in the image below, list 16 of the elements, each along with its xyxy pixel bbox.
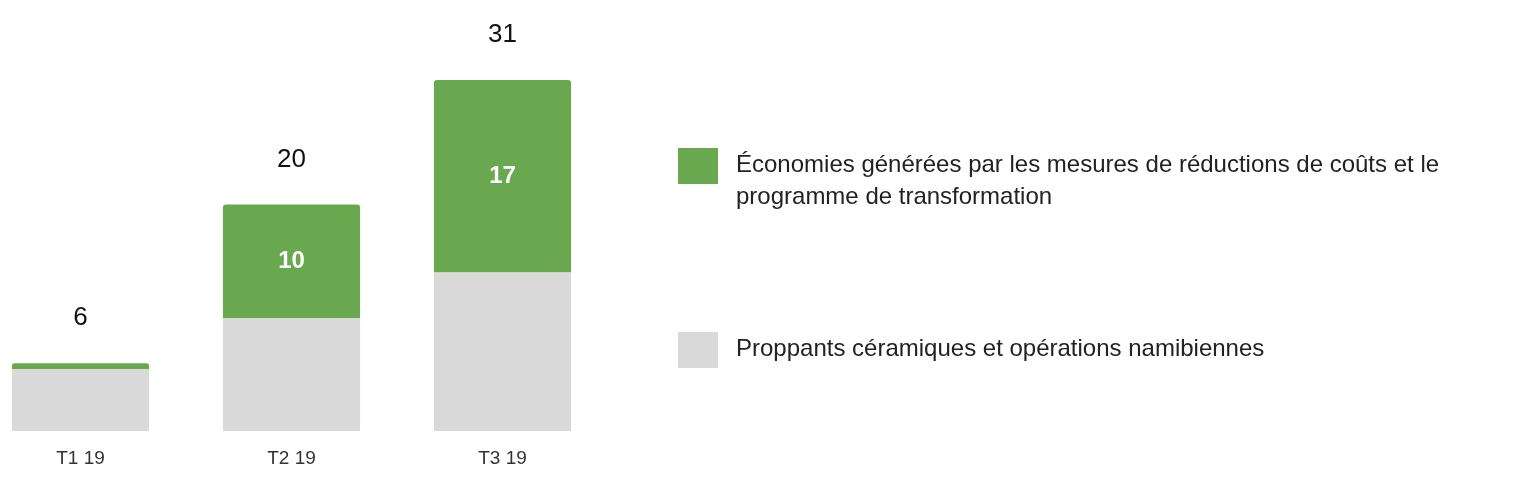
bar — [11, 363, 150, 369]
total-label: 20 — [277, 142, 306, 173]
x-tick-label: T1 19 — [56, 446, 105, 468]
data-label: 17 — [489, 160, 516, 188]
bar — [11, 368, 150, 432]
legend-label: Proppants céramiques et opérations namibiennes — [736, 333, 1265, 363]
bar — [433, 272, 572, 432]
legend-label: Économies générées par les mesures de réductions de coûts et le programme de transformation — [736, 149, 1441, 211]
x-tick-label: T3 19 — [478, 446, 527, 468]
bar — [433, 80, 572, 273]
total-label: 6 — [73, 301, 88, 332]
data-label: 10 — [278, 245, 305, 273]
bar — [222, 204, 361, 318]
bar — [222, 317, 361, 432]
x-tick-label: T2 19 — [267, 446, 316, 468]
total-label: 31 — [488, 18, 517, 49]
